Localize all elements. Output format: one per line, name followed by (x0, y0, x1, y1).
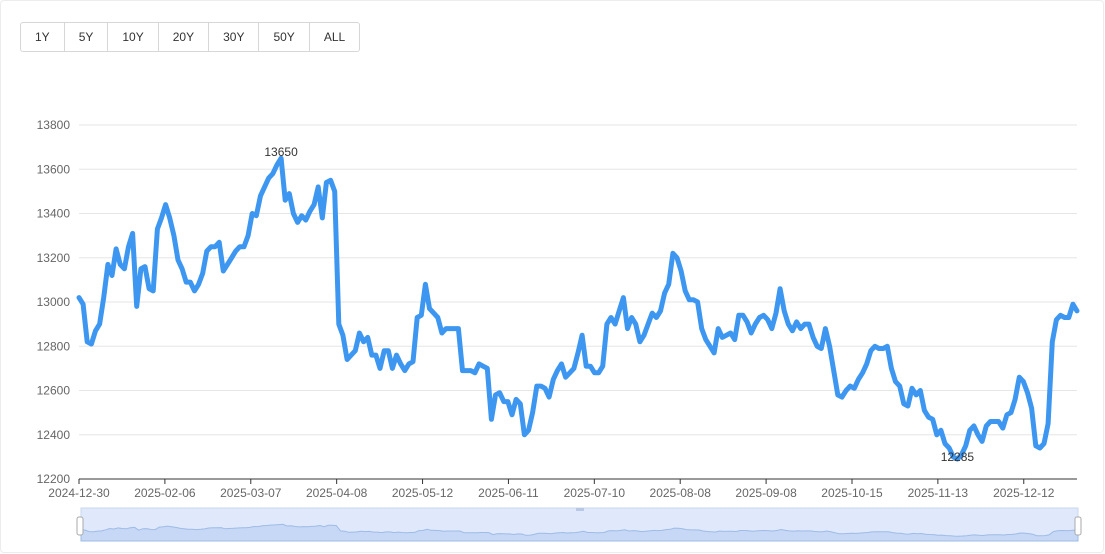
series-line (76, 155, 1080, 462)
range-button-1y[interactable]: 1Y (21, 23, 65, 51)
y-tick-label: 13400 (37, 207, 71, 221)
label-layer: 13650 12285 (264, 145, 974, 464)
y-tick-label: 12600 (37, 384, 71, 398)
y-tick-label: 12200 (37, 472, 71, 486)
y-tick-label: 12400 (37, 428, 71, 442)
x-tick-label: 2025-10-15 (821, 486, 883, 500)
x-tick-label: 2025-12-12 (993, 486, 1055, 500)
y-tick-label: 13800 (37, 118, 71, 132)
x-tick-label: 2024-12-30 (48, 486, 110, 500)
zoom-handle-right (1074, 516, 1082, 536)
range-button-all[interactable]: ALL (323, 30, 346, 44)
x-tick-label: 2025-05-12 (392, 486, 454, 500)
y-tick-label: 13000 (37, 295, 71, 309)
range-button-30y[interactable]: 30Y (209, 23, 260, 51)
min-label: 12285 (941, 450, 975, 464)
y-axis: 12200 12400 12600 12800 13000 13200 13400 13600… (37, 118, 71, 486)
x-axis: 2024-12-30 2025-02-06 2025-03-07 2025-04-08… (48, 479, 1055, 500)
grid-layer (79, 124, 1077, 480)
x-tick-label: 2025-06-11 (478, 486, 539, 500)
range-button-50y[interactable]: 50Y (259, 23, 310, 51)
x-tick-label: 2025-08-08 (650, 486, 712, 500)
x-tick-label: 2025-11-13 (908, 486, 969, 500)
zoom-preview-area (80, 523, 1079, 542)
x-tick-label: 2025-03-07 (220, 486, 282, 500)
series-layer (76, 155, 1080, 462)
zoom-handle-left (76, 516, 84, 536)
x-tick-label: 2025-02-06 (134, 486, 196, 500)
zoom-drag-handle (576, 508, 584, 511)
max-label: 13650 (264, 145, 298, 159)
range-button-5y[interactable]: 5Y (65, 23, 109, 51)
y-tick-label: 13200 (37, 251, 71, 265)
zoom-slider[interactable] (76, 507, 1082, 542)
x-tick-label: 2025-04-08 (306, 486, 368, 500)
y-tick-label: 13600 (37, 162, 71, 176)
y-tick-label: 12800 (37, 339, 71, 353)
range-selector: 1Y 5Y 10Y 20Y 30Y 50Y ALL (20, 22, 361, 52)
range-button-20y[interactable]: 20Y (159, 23, 210, 51)
range-button-10y[interactable]: 10Y (108, 23, 159, 51)
x-tick-label: 2025-09-08 (735, 486, 797, 500)
x-tick-label: 2025-07-10 (564, 486, 626, 500)
